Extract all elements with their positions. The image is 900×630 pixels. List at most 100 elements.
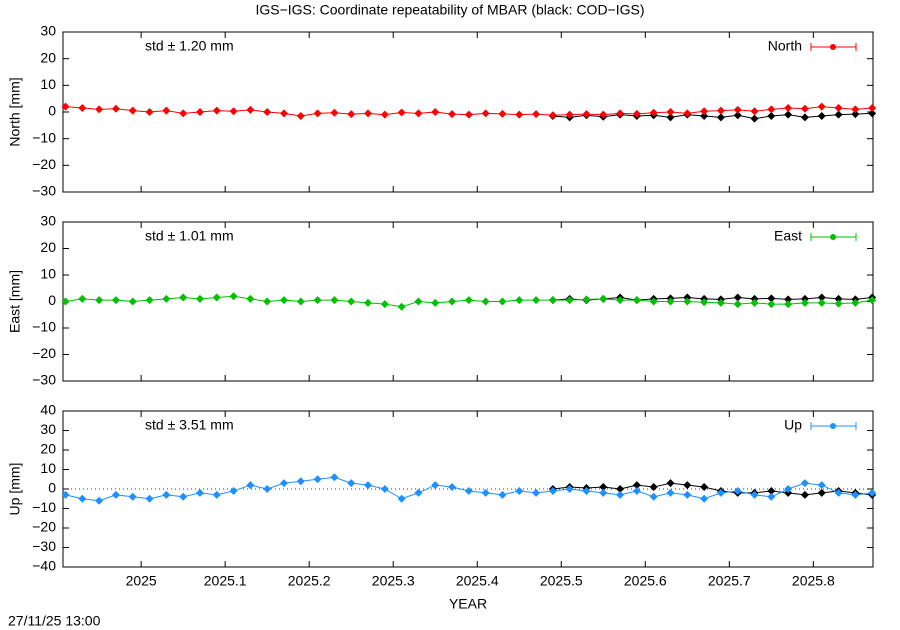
- point: [800, 104, 809, 113]
- x-axis-label: YEAR: [449, 596, 487, 612]
- point: [800, 298, 809, 307]
- point: [246, 105, 255, 114]
- annotation: std ± 1.01 mm: [145, 228, 234, 244]
- point: [179, 293, 188, 302]
- point: [128, 106, 137, 115]
- point: [95, 296, 104, 305]
- y-tick-label: 20: [40, 49, 56, 65]
- point: [767, 486, 776, 495]
- legend-label: East: [774, 228, 802, 244]
- legend-symbol: [830, 234, 836, 240]
- point: [532, 110, 541, 119]
- point: [364, 109, 373, 118]
- y-axis-label: Up [mm]: [7, 463, 23, 516]
- y-tick-label: −10: [32, 499, 56, 515]
- x-tick-label: 2025.3: [372, 573, 415, 589]
- y-tick-label: 20: [40, 239, 56, 255]
- legend-label: Up: [784, 417, 802, 433]
- point: [464, 296, 473, 305]
- point: [347, 297, 356, 306]
- point: [666, 297, 675, 306]
- point: [767, 294, 776, 303]
- point: [431, 108, 440, 116]
- point: [548, 296, 557, 305]
- point: [666, 479, 675, 488]
- y-tick-label: −10: [32, 319, 56, 335]
- point: [330, 108, 339, 117]
- point: [800, 490, 809, 499]
- y-tick-label: 0: [48, 103, 56, 119]
- point: [851, 110, 860, 119]
- point: [515, 296, 524, 305]
- point: [733, 105, 742, 114]
- point: [616, 490, 625, 499]
- point: [212, 293, 221, 302]
- point: [868, 109, 877, 118]
- point: [733, 293, 742, 302]
- point: [414, 488, 423, 497]
- point: [296, 477, 305, 486]
- point: [246, 481, 255, 490]
- chart-title: IGS−IGS: Coordinate repeatability of MBA…: [255, 2, 644, 18]
- point: [750, 490, 759, 499]
- point: [61, 102, 70, 111]
- point: [800, 479, 809, 488]
- point: [313, 109, 322, 118]
- point: [414, 109, 423, 118]
- point: [649, 492, 658, 501]
- point: [515, 110, 524, 119]
- point: [750, 298, 759, 307]
- point: [666, 488, 675, 497]
- footer: 27/11/25 13:00: [8, 613, 101, 629]
- y-axis-label: East [mm]: [7, 270, 23, 333]
- point: [448, 297, 457, 306]
- y-tick-label: −30: [32, 372, 56, 388]
- point: [464, 110, 473, 119]
- point: [431, 481, 440, 490]
- point: [195, 294, 204, 303]
- point: [313, 475, 322, 484]
- x-tick-label: 2025.2: [288, 573, 331, 589]
- point: [851, 298, 860, 307]
- point: [784, 110, 793, 119]
- point: [195, 108, 204, 116]
- point: [179, 492, 188, 501]
- point: [414, 297, 423, 306]
- point: [834, 294, 843, 303]
- x-tick-label: 2025.8: [792, 573, 835, 589]
- point: [78, 494, 87, 503]
- point: [279, 479, 288, 488]
- point: [632, 109, 641, 118]
- point: [616, 296, 625, 305]
- point: [548, 486, 557, 495]
- y-tick-label: 40: [40, 402, 56, 418]
- point: [750, 107, 759, 116]
- point: [481, 297, 490, 306]
- point: [733, 300, 742, 309]
- annotation: std ± 3.51 mm: [145, 417, 234, 433]
- point: [313, 296, 322, 305]
- point: [145, 108, 154, 116]
- point: [431, 298, 440, 307]
- point: [616, 485, 625, 493]
- point: [700, 298, 709, 307]
- point: [195, 488, 204, 497]
- point: [683, 481, 692, 490]
- x-tick-label: 2025.7: [708, 573, 751, 589]
- point: [162, 490, 171, 499]
- point: [817, 102, 826, 111]
- point: [364, 298, 373, 307]
- legend-symbol: [830, 423, 836, 429]
- point: [582, 295, 591, 304]
- point: [784, 104, 793, 112]
- point: [397, 302, 406, 311]
- point: [649, 108, 658, 117]
- point: [162, 106, 171, 115]
- y-tick-label: 30: [40, 23, 56, 39]
- point: [246, 294, 255, 303]
- point: [565, 485, 574, 493]
- point: [78, 294, 87, 303]
- point: [599, 110, 608, 119]
- point: [212, 106, 221, 115]
- point: [784, 295, 793, 304]
